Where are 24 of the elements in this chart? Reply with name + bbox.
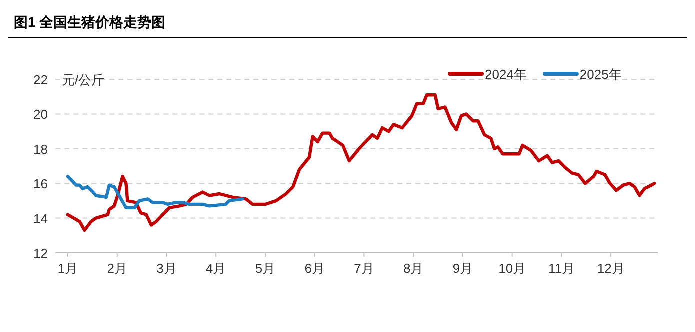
y-tick-label: 14: [34, 211, 48, 226]
x-tick-label: 3月: [156, 261, 177, 276]
y-tick-label: 18: [34, 142, 48, 157]
x-tick-label: 7月: [354, 261, 374, 276]
title: 图1 全国生猪价格走势图: [14, 14, 166, 30]
legend-label: 2024年: [485, 67, 527, 82]
y-tick-label: 22: [34, 72, 48, 88]
x-tick-label: 2月: [107, 261, 128, 276]
line-series: [66, 175, 244, 210]
x-tick-label: 11月: [548, 261, 575, 276]
x-tick-label: 12月: [597, 261, 625, 276]
legend-label: 2025年: [580, 67, 622, 82]
x-tick-label: 8月: [403, 261, 424, 276]
y-tick-label: 20: [34, 107, 48, 122]
x-tick-label: 5月: [255, 261, 276, 276]
x-tick-label: 4月: [206, 261, 226, 276]
y-axis-title: 元/公斤: [62, 72, 105, 88]
y-tick-label: 12: [34, 246, 48, 261]
x-tick-label: 9月: [452, 261, 474, 276]
x-tick-label: 1月: [58, 261, 78, 276]
line-series: [66, 94, 656, 232]
y-tick-label: 16: [34, 176, 48, 192]
x-tick-label: 10月: [498, 261, 526, 276]
x-tick-label: 6月: [304, 261, 325, 276]
